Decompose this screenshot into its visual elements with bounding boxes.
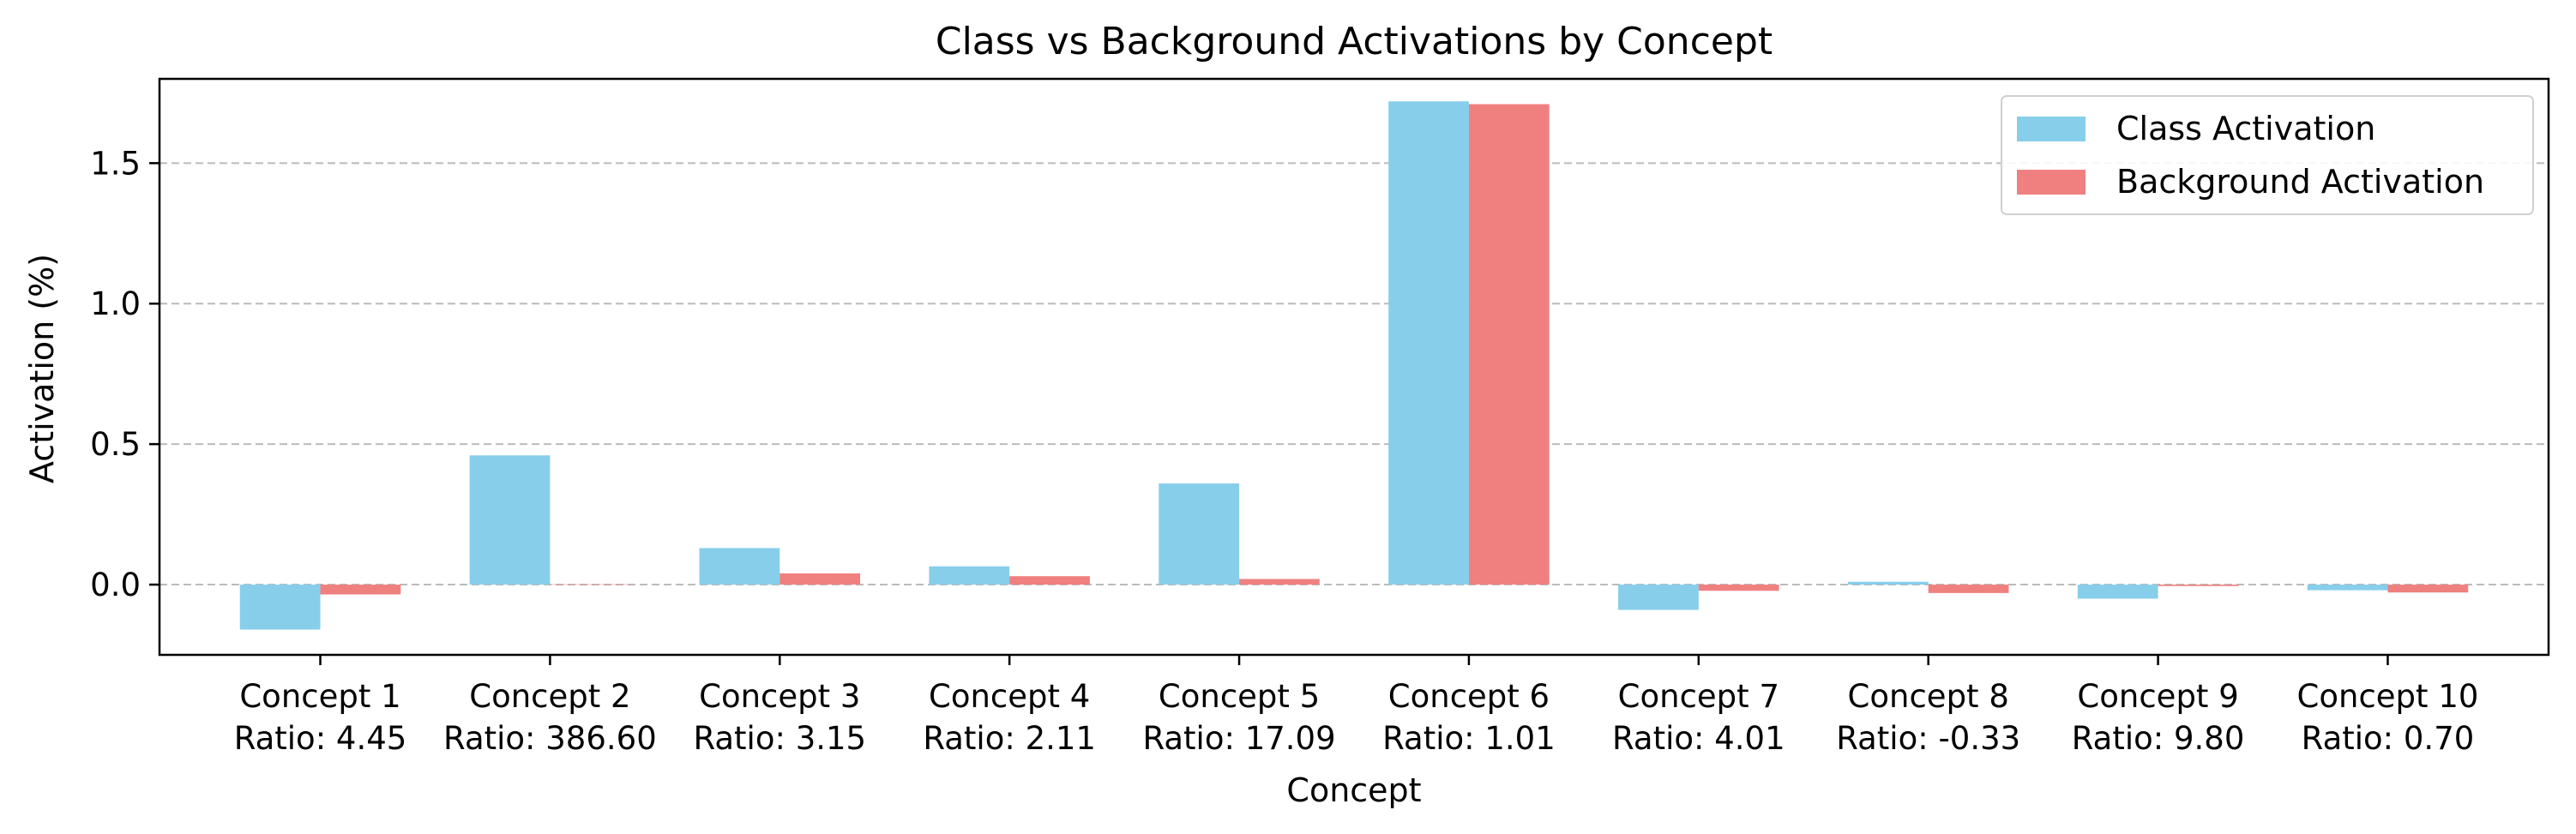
x-tick-label: Concept 2 — [469, 678, 630, 715]
x-axis-ticks: Concept 1 Ratio: 4.45 Concept 2 Ratio: 386.… — [234, 655, 2479, 757]
bar-class-8 — [1847, 581, 1929, 585]
y-tick-label: 1.5 — [90, 145, 141, 182]
legend-swatch-background — [2017, 170, 2085, 195]
x-tick-label: Concept 3 — [699, 678, 860, 715]
x-tick-ratio-label: Ratio: 4.45 — [234, 720, 407, 757]
x-tick-label: Concept 8 — [1848, 678, 2009, 715]
x-tick-ratio-label: Ratio: 17.09 — [1142, 720, 1335, 757]
bar-background-5 — [1239, 579, 1320, 585]
x-tick-ratio-label: Ratio: 9.80 — [2072, 720, 2245, 757]
legend: Class Activation Background Activation — [2001, 95, 2534, 215]
legend-label-background: Background Activation — [2116, 163, 2484, 201]
bar-background-6 — [1468, 104, 1550, 585]
x-tick-ratio-label: Ratio: 0.70 — [2302, 720, 2475, 757]
bar-class-2 — [469, 455, 551, 585]
x-tick-ratio-label: Ratio: 4.01 — [1612, 720, 1785, 757]
y-tick-label: 1.0 — [90, 285, 141, 322]
x-tick-label: Concept 7 — [1618, 678, 1779, 715]
bars — [239, 101, 2469, 630]
bar-class-3 — [699, 548, 780, 585]
legend-swatch-class — [2017, 117, 2085, 141]
bar-background-7 — [1698, 585, 1779, 591]
y-tick-label: 0.5 — [90, 426, 141, 463]
bar-class-4 — [929, 566, 1010, 585]
x-tick-ratio-label: Ratio: 2.11 — [923, 720, 1096, 757]
bar-class-5 — [1159, 483, 1240, 585]
x-tick-label: Concept 1 — [239, 678, 400, 715]
bar-background-8 — [1928, 585, 2009, 593]
bar-background-1 — [320, 585, 401, 595]
x-tick-label: Concept 10 — [2297, 678, 2479, 715]
legend-label-class: Class Activation — [2116, 110, 2375, 147]
bar-background-10 — [2387, 585, 2469, 593]
chart-title: Class vs Background Activations by Conce… — [936, 20, 1773, 63]
x-axis-label: Concept — [1286, 771, 1421, 809]
x-tick-ratio-label: Ratio: -0.33 — [1836, 720, 2020, 757]
bar-class-9 — [2077, 585, 2158, 599]
x-tick-ratio-label: Ratio: 1.01 — [1382, 720, 1556, 757]
legend-box — [2001, 95, 2534, 215]
y-axis-label: Activation (%) — [23, 254, 61, 483]
x-tick-ratio-label: Ratio: 386.60 — [443, 720, 657, 757]
bar-background-4 — [1009, 576, 1090, 585]
x-tick-label: Concept 5 — [1159, 678, 1320, 715]
plot-frame — [158, 77, 2550, 657]
x-tick-label: Concept 9 — [2077, 678, 2238, 715]
bar-class-6 — [1388, 101, 1469, 585]
bar-class-1 — [239, 585, 321, 630]
bar-class-7 — [1618, 585, 1699, 610]
bar-background-9 — [2158, 585, 2239, 586]
bar-class-10 — [2307, 585, 2388, 591]
x-tick-label: Concept 4 — [929, 678, 1090, 715]
bar-background-3 — [779, 573, 861, 585]
y-tick-label: 0.0 — [90, 567, 141, 603]
y-axis-ticks: 0.0 0.5 1.0 1.5 — [90, 145, 159, 603]
x-tick-ratio-label: Ratio: 3.15 — [693, 720, 866, 757]
x-tick-label: Concept 6 — [1388, 678, 1550, 715]
